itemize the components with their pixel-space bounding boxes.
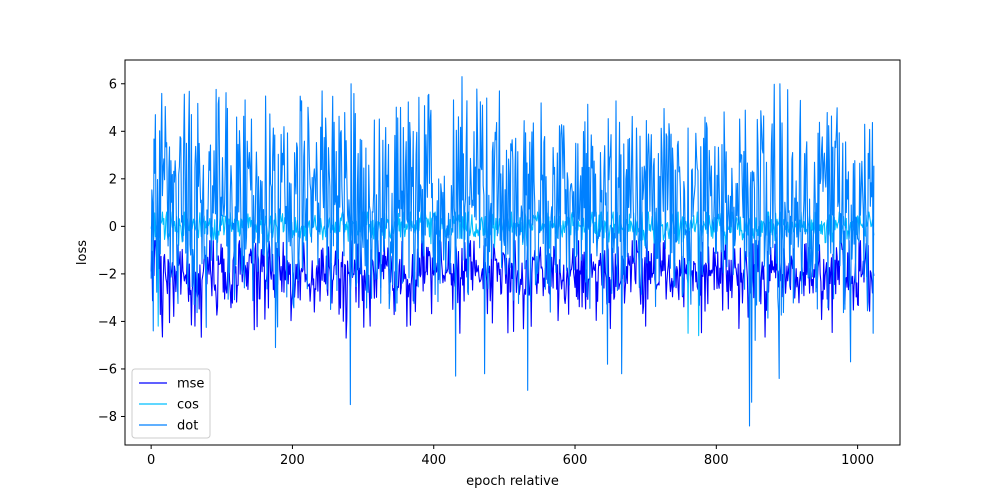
y-tick-label: 0 — [109, 220, 117, 235]
legend-box — [131, 368, 211, 439]
y-tick-label: −2 — [98, 267, 117, 282]
legend: mse cos dot — [131, 368, 211, 439]
series-line-dot — [150, 76, 875, 427]
y-tick-label: 2 — [109, 172, 117, 187]
x-tick-label: 600 — [563, 453, 588, 468]
y-tick-label: −6 — [98, 362, 117, 377]
legend-label-mse: mse — [177, 377, 204, 392]
x-tick-label: 200 — [280, 453, 305, 468]
x-tick-label: 0 — [147, 453, 155, 468]
plot-area — [150, 76, 875, 427]
x-axis: 0 200 400 600 800 1000 — [147, 445, 874, 468]
series-line-mse — [150, 240, 875, 339]
y-axis-label: loss — [75, 240, 90, 265]
plot-frame — [124, 59, 901, 446]
x-tick-label: 400 — [421, 453, 446, 468]
legend-label-cos: cos — [177, 398, 199, 413]
x-axis-label: epoch relative — [466, 474, 559, 489]
x-tick-label: 800 — [704, 453, 729, 468]
y-tick-label: −8 — [98, 410, 117, 425]
y-tick-label: 6 — [109, 77, 117, 92]
y-axis: −8 −6 −4 −2 0 2 4 6 — [98, 77, 125, 425]
y-tick-label: 4 — [109, 125, 117, 140]
legend-label-dot: dot — [177, 419, 198, 434]
y-tick-label: −4 — [98, 315, 117, 330]
x-tick-label: 1000 — [841, 453, 874, 468]
